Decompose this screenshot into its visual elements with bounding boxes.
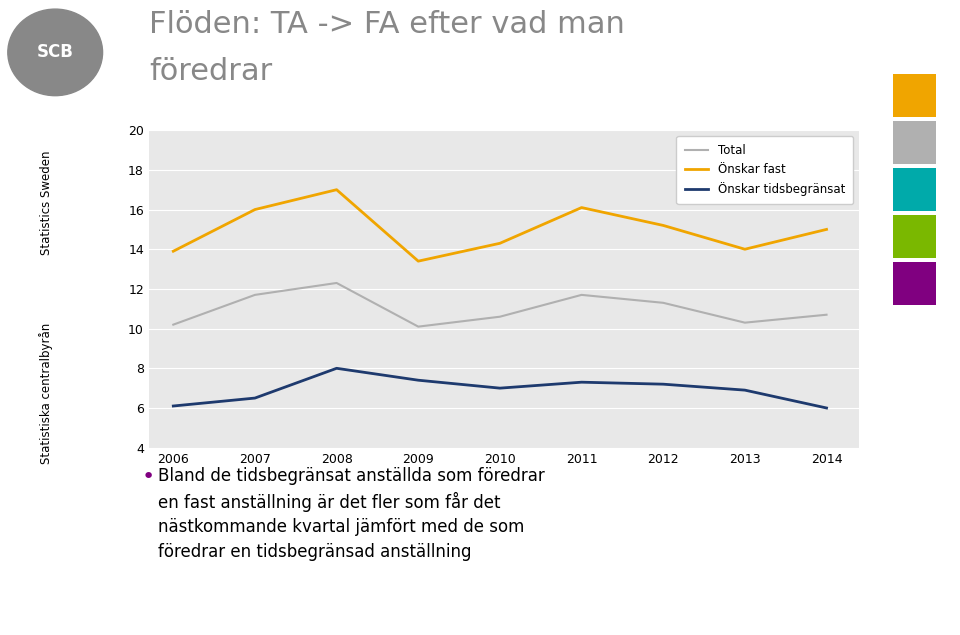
Total [821,311,832,319]
Önskar fast [494,239,506,247]
Önskar fast [331,186,343,194]
Önskar fast [739,246,751,253]
Önskar tidsbegränsat [331,364,343,372]
Önskar fast [168,248,180,255]
Legend: Total, Önskar fast, Önskar tidsbegränsat: Total, Önskar fast, Önskar tidsbegränsat [677,136,853,204]
Text: Flöden: TA -> FA efter vad man: Flöden: TA -> FA efter vad man [149,10,625,39]
Circle shape [8,9,103,96]
Total [658,299,669,307]
Text: föredrar: föredrar [149,57,272,86]
Total [739,319,751,326]
Total [250,291,261,298]
Önskar tidsbegränsat [250,394,261,402]
Önskar fast [821,225,832,233]
Text: Bland de tidsbegränsat anställda som föredrar
en fast anställning är det fler so: Bland de tidsbegränsat anställda som för… [158,467,545,561]
Total [331,279,343,287]
Önskar fast [658,222,669,229]
Önskar fast [576,204,588,211]
Önskar fast [250,206,261,213]
Text: Statistics Sweden: Statistics Sweden [39,151,53,255]
Line: Total: Total [174,283,827,326]
Total [413,323,424,330]
Önskar tidsbegränsat [658,380,669,388]
Text: •: • [142,467,156,486]
Total [168,321,180,328]
Önskar tidsbegränsat [168,402,180,410]
Önskar tidsbegränsat [739,386,751,394]
Text: Statistiska centralbyrån: Statistiska centralbyrån [39,323,53,464]
Text: SCB: SCB [36,43,74,62]
Line: Önskar tidsbegränsat: Önskar tidsbegränsat [174,368,827,408]
Önskar tidsbegränsat [576,378,588,386]
Önskar tidsbegränsat [494,384,506,392]
Önskar fast [413,257,424,265]
Önskar tidsbegränsat [821,404,832,412]
Line: Önskar fast: Önskar fast [174,190,827,261]
Önskar tidsbegränsat [413,377,424,384]
Total [494,313,506,321]
Total [576,291,588,298]
